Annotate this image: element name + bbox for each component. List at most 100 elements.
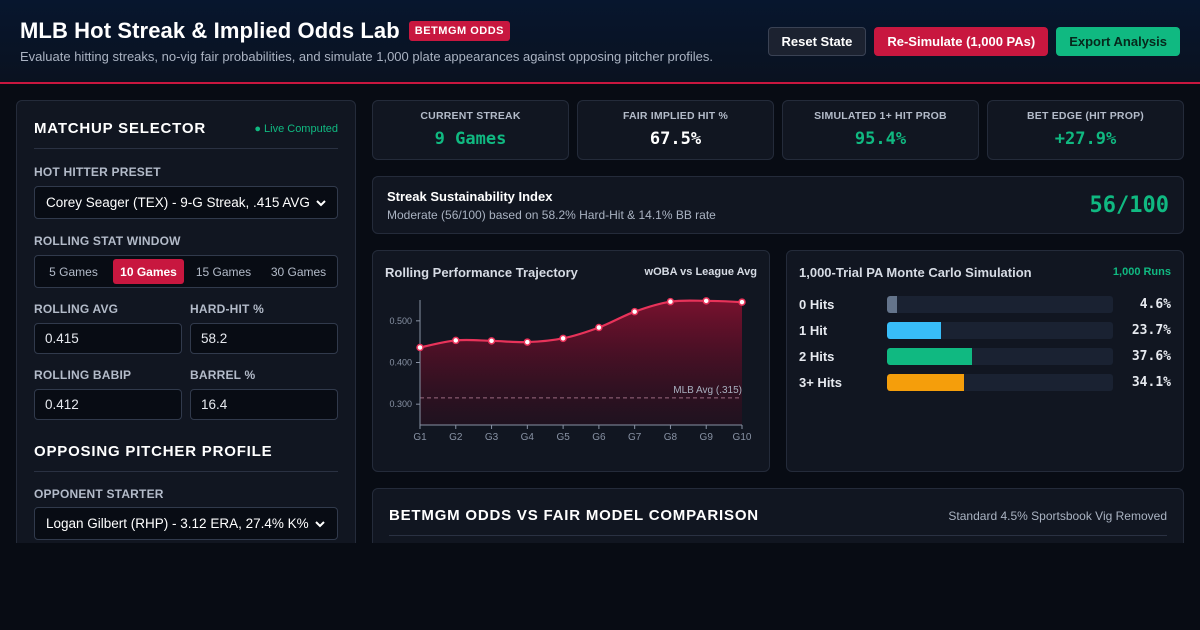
x-tick-label: G8 — [664, 432, 678, 443]
stat-card-current-streak: CURRENT STREAK 9 Games — [372, 100, 569, 160]
page-title: MLB Hot Streak & Implied Odds Lab — [20, 18, 400, 43]
chevron-down-icon — [316, 199, 326, 206]
reset-state-button[interactable]: Reset State — [767, 27, 867, 56]
hard-hit-label: HARD-HIT % — [190, 302, 264, 316]
opponent-starter-label: OPPONENT STARTER — [34, 487, 164, 501]
stat-label: CURRENT STREAK — [420, 110, 521, 122]
opponent-starter-value: Logan Gilbert (RHP) - 3.12 ERA, 27.4% K% — [46, 516, 309, 531]
y-tick-label: 0.400 — [389, 358, 412, 368]
sim-bar-track — [887, 295, 1113, 313]
matchup-header: MATCHUP SELECTOR ● Live Computed — [34, 120, 338, 137]
simulation-rows: 0 Hits 4.6% 1 Hit 23.7% 2 Hits 37.6% 3+ … — [799, 291, 1171, 395]
hitter-preset-select[interactable]: Corey Seager (TEX) - 9-G Streak, .415 AV… — [34, 186, 338, 219]
sustainability-card: Streak Sustainability Index Moderate (56… — [372, 176, 1184, 234]
hard-hit-input[interactable]: 58.2 — [190, 323, 338, 354]
x-tick-label: G9 — [700, 432, 714, 443]
stat-card-simulated-prob: SIMULATED 1+ HIT PROB 95.4% — [782, 100, 979, 160]
woba-point — [630, 307, 639, 316]
sim-row-percent: 34.1% — [1131, 374, 1171, 390]
woba-series-line — [419, 299, 743, 349]
woba-area-fill — [420, 300, 742, 425]
resimulate-button[interactable]: Re-Simulate (1,000 PAs) — [874, 27, 1049, 56]
tab-5-games[interactable]: 5 Games — [49, 264, 98, 279]
divider — [34, 471, 338, 472]
rolling-avg-input[interactable]: 0.415 — [34, 323, 182, 354]
matchup-panel: MATCHUP SELECTOR ● Live Computed HOT HIT… — [16, 100, 356, 560]
sim-bar-fill — [887, 321, 941, 339]
trajectory-chart: MLB Avg (.315) 0.500 0.400 0.300 G1 G2 G3 G4 G5 G… — [389, 297, 752, 443]
export-analysis-button[interactable]: Export Analysis — [1056, 27, 1180, 56]
rolling-babip-input[interactable]: 0.412 — [34, 389, 182, 420]
sustainability-description: Moderate (56/100) based on 58.2% Hard-Hi… — [387, 208, 716, 222]
woba-point — [595, 323, 603, 332]
x-tick-label: G7 — [628, 432, 642, 443]
preset-label: HOT HITTER PRESET — [34, 165, 161, 179]
barrel-input[interactable]: 16.4 — [190, 389, 338, 420]
woba-point — [452, 336, 460, 345]
pitcher-profile-title: OPPOSING PITCHER PROFILE — [34, 443, 273, 460]
trajectory-legend: wOBA vs League Avg — [644, 266, 757, 278]
window-label: ROLLING STAT WINDOW — [34, 234, 181, 248]
page-background — [0, 543, 1200, 630]
sim-row-label: 1 Hit — [799, 322, 828, 338]
page-subtitle: Evaluate hitting streaks, no-vig fair pr… — [20, 49, 714, 64]
stat-label: BET EDGE (HIT PROP) — [1027, 110, 1144, 122]
woba-point — [738, 298, 746, 306]
app-header: MLB Hot Streak & Implied Odds Lab BETMGM… — [0, 0, 1200, 84]
trajectory-title: Rolling Performance Trajectory — [385, 265, 578, 280]
opponent-starter-select[interactable]: Logan Gilbert (RHP) - 3.12 ERA, 27.4% K% — [34, 507, 338, 540]
woba-point — [523, 338, 532, 346]
odds-title: BETMGM ODDS VS FAIR MODEL COMPARISON — [389, 507, 759, 524]
sim-row-label: 0 Hits — [799, 296, 835, 312]
stat-value: 95.4% — [854, 129, 907, 149]
sustainability-title: Streak Sustainability Index — [387, 189, 553, 204]
sim-row-percent: 37.6% — [1131, 348, 1171, 364]
barrel-label: BARREL % — [190, 368, 256, 382]
woba-point — [487, 337, 496, 345]
sim-bar-track — [887, 347, 1113, 365]
stat-value: +27.9% — [1054, 129, 1117, 149]
stat-window-tabs: 5 Games 10 Games 15 Games 30 Games — [34, 255, 338, 288]
woba-point — [559, 334, 567, 343]
sim-row-label: 2 Hits — [799, 348, 835, 364]
chevron-down-icon — [314, 520, 325, 527]
tab-10-games[interactable]: 10 Games — [113, 259, 184, 284]
x-tick-label: G4 — [521, 432, 535, 443]
woba-point — [416, 343, 424, 352]
sim-bar-fill — [887, 373, 965, 391]
stat-value: 67.5% — [649, 129, 702, 149]
live-computed-indicator: ● Live Computed — [254, 122, 338, 135]
simulation-title: 1,000-Trial PA Monte Carlo Simulation — [799, 265, 1032, 280]
tab-30-games[interactable]: 30 Games — [270, 264, 327, 279]
stat-label: SIMULATED 1+ HIT PROB — [814, 110, 947, 122]
stat-label: FAIR IMPLIED HIT % — [622, 110, 729, 122]
matchup-title: MATCHUP SELECTOR — [34, 120, 206, 137]
x-tick-label: G5 — [556, 432, 570, 443]
odds-header: BETMGM ODDS VS FAIR MODEL COMPARISON Sta… — [389, 507, 1167, 524]
sim-row-0-hits: 0 Hits 4.6% — [799, 291, 1171, 317]
woba-point — [666, 297, 675, 306]
stat-card-bet-edge: BET EDGE (HIT PROP) +27.9% — [987, 100, 1184, 160]
sim-row-percent: 4.6% — [1139, 296, 1171, 312]
sustainability-score: 56/100 — [1089, 193, 1169, 218]
simulation-runs: 1,000 Runs — [1112, 266, 1171, 278]
hitter-preset-value: Corey Seager (TEX) - 9-G Streak, .415 AV… — [46, 195, 310, 210]
tab-15-games[interactable]: 15 Games — [195, 264, 252, 279]
stat-value: 9 Games — [434, 129, 507, 149]
odds-vig-note: Standard 4.5% Sportsbook Vig Removed — [948, 508, 1167, 523]
divider — [389, 535, 1167, 536]
sim-row-1-hit: 1 Hit 23.7% — [799, 317, 1171, 343]
trajectory-panel: Rolling Performance Trajectory wOBA vs L… — [372, 250, 770, 472]
divider — [34, 148, 338, 149]
x-tick-label: G2 — [449, 432, 463, 443]
sim-row-label: 3+ Hits — [799, 374, 842, 390]
odds-badge: BETMGM ODDS — [408, 21, 511, 41]
x-tick-label: G6 — [592, 432, 606, 443]
simulation-panel: 1,000-Trial PA Monte Carlo Simulation 1,… — [786, 250, 1184, 472]
title-row: MLB Hot Streak & Implied Odds Lab BETMGM… — [20, 18, 511, 44]
rolling-babip-label: ROLLING BABIP — [34, 368, 132, 382]
x-tick-label: G10 — [733, 432, 752, 443]
sim-row-2-hits: 2 Hits 37.6% — [799, 343, 1171, 369]
sim-row-3-plus-hits: 3+ Hits 34.1% — [799, 369, 1171, 395]
sim-bar-track — [887, 373, 1113, 391]
